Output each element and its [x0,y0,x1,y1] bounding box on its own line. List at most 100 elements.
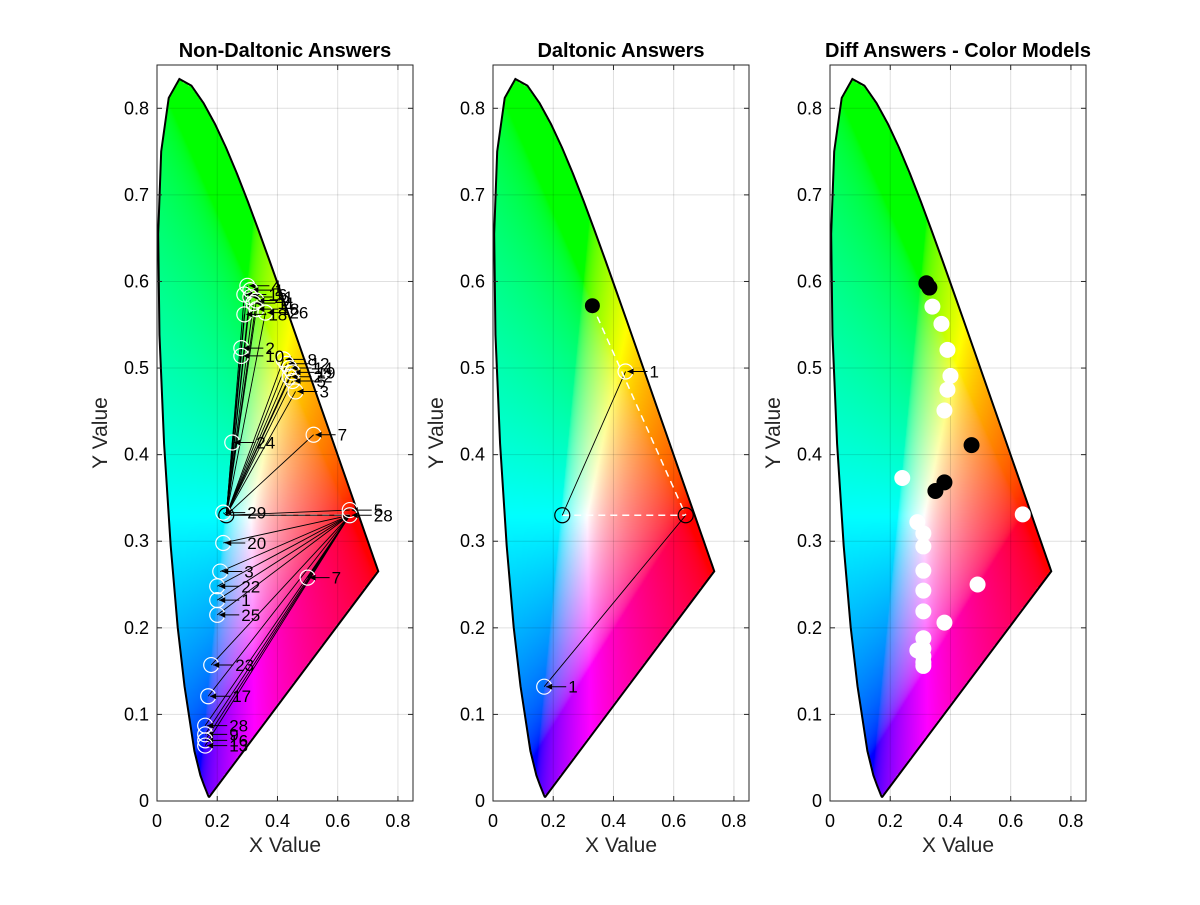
y-tick-label: 0.5 [124,358,149,378]
y-tick-label: 0 [812,791,822,811]
point-label: 19 [317,363,336,382]
point-label: 1 [568,678,577,697]
point-label: 22 [241,577,260,596]
label-arrowhead [225,539,232,546]
x-axis-label: X Value [585,834,657,857]
x-tick-label: 0.8 [385,811,410,831]
white-point [894,470,911,487]
point-label: 2 [265,339,274,358]
white-point [969,576,986,593]
label-arrowhead [258,306,265,313]
answer-line [217,514,350,587]
y-tick-label: 0.8 [797,98,822,118]
white-point [1014,506,1031,523]
x-tick-label: 0 [825,811,835,831]
point-label: 23 [235,656,254,675]
point-label: 26 [289,304,308,323]
point-label: 17 [232,687,251,706]
label-arrowhead [309,574,316,581]
x-tick-label: 0.2 [205,811,230,831]
panel-daltonic: 1 1 0 0.2 0.4 0.6 0.8 0 0.1 0.2 0.3 0.4 0.5 0.6 0.7 0.8… [425,40,750,857]
point-label: 4 [271,277,280,296]
spectral-locus [157,77,380,798]
label-arrowhead [243,352,250,359]
answer-line [220,514,350,572]
white-point [915,603,932,620]
point-label: 8 [307,350,316,369]
y-tick-label: 0.8 [460,98,485,118]
answer-line [225,376,290,516]
answer-line [225,312,266,516]
answer-line [225,434,314,516]
y-tick-label: 0.3 [797,531,822,551]
answer-line [204,515,351,735]
y-axis-label: Y Value [89,397,112,469]
reference-point [218,507,235,524]
label-arrowhead [294,369,301,376]
x-tick-label: 0.4 [938,811,963,831]
answer-line [222,512,227,516]
x-axis-label: X Value [249,834,321,857]
label-arrowhead [234,439,241,446]
label-arrowhead [294,378,301,385]
point-label: 25 [241,606,260,625]
white-point [939,341,956,358]
y-tick-label: 0.1 [797,704,822,724]
point-label: 21 [274,288,293,307]
label-arrowhead [291,373,298,380]
point-label: 1 [274,281,283,300]
reference-point [677,507,694,524]
black-point [921,279,938,296]
white-point [936,614,953,631]
point-label: 1 [650,363,659,382]
y-axis-label: Y Value [762,397,785,469]
axes-box [492,64,750,802]
point-label: 9 [229,725,238,744]
marks [197,277,372,754]
white-point [915,538,932,555]
y-tick-label: 0.3 [124,531,149,551]
label-arrowhead [252,294,259,301]
x-tick-label: 0.4 [601,811,626,831]
label-arrowhead [225,509,232,516]
answer-line [561,371,626,516]
marks [894,275,1031,674]
answer-line [216,514,351,616]
y-tick-label: 0.1 [124,704,149,724]
filled-point [584,298,600,314]
chart-title: Non-Daltonic Answers [179,40,392,62]
label-arrowhead [213,662,220,669]
point-label: 18 [280,300,299,319]
label-arrowhead [222,568,229,575]
label-arrowhead [546,683,553,690]
answer-line [204,515,351,741]
chart-title: Daltonic Answers [537,40,704,62]
point-label: 1 [241,591,250,610]
white-point [939,381,956,398]
label-arrowhead [291,365,298,372]
marks [536,298,694,695]
point-label: 18 [268,305,287,324]
point-label: 16 [268,285,287,304]
answer-line [226,509,350,516]
label-arrowhead [219,597,226,604]
point-label: 28 [374,506,393,525]
axes-box [829,64,1087,802]
label-arrowhead [210,693,217,700]
label-arrowhead [252,287,259,294]
point-label: 7 [332,569,341,588]
point-label: 20 [247,534,266,553]
label-arrowhead [315,431,322,438]
x-tick-label: 0 [488,811,498,831]
answer-line [204,515,351,746]
y-tick-label: 0.7 [460,185,485,205]
y-tick-label: 0.6 [797,271,822,291]
point-label: 5 [374,501,383,520]
point-label: 12 [311,355,330,374]
point-label: 29 [247,504,266,523]
y-axis-label: Y Value [425,397,448,469]
point-label: 5 [317,372,326,391]
point-label: 7 [338,426,347,445]
answer-line [225,309,257,516]
